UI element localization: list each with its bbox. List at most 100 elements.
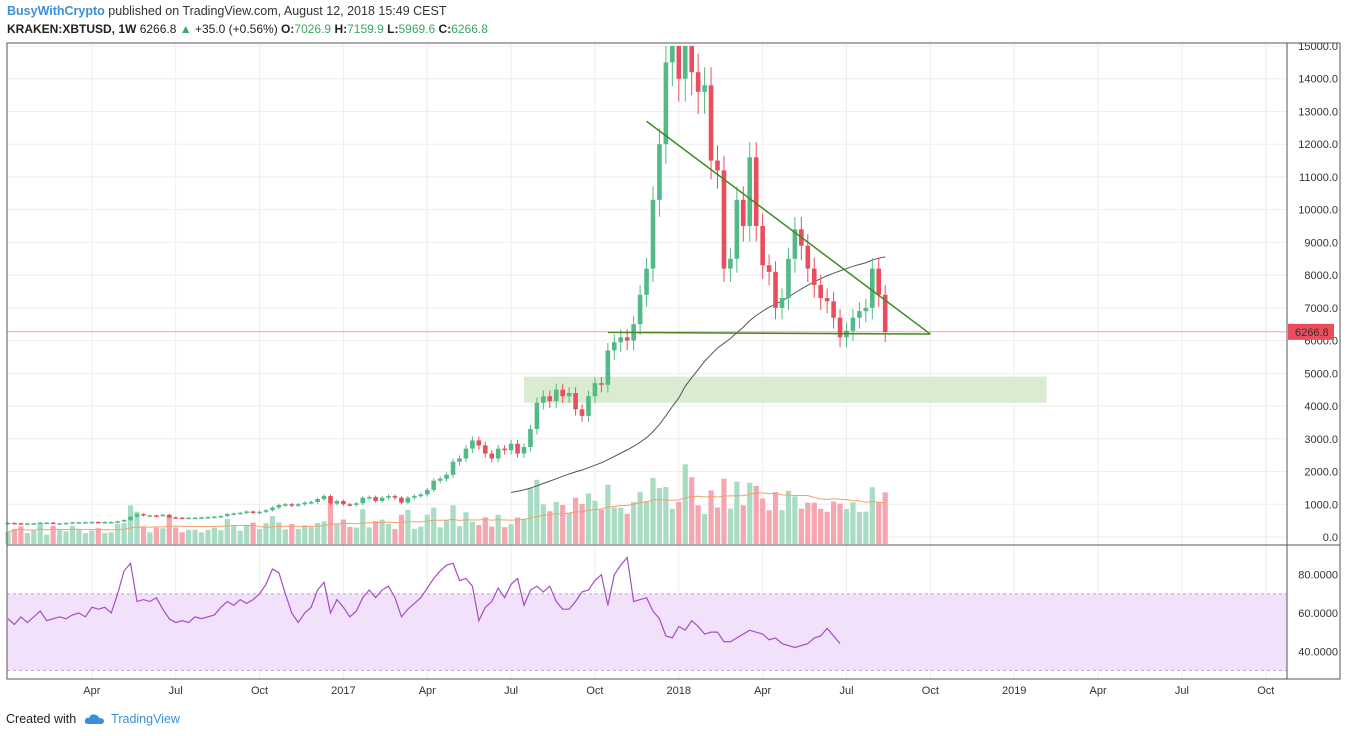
open-label: O: (281, 22, 295, 36)
volume-bar (534, 479, 540, 544)
volume-bar (702, 514, 708, 544)
high-label: H: (334, 22, 348, 36)
volume-moving-average (7, 492, 886, 533)
time-tick-label: Oct (1257, 685, 1274, 697)
candle-body (457, 458, 462, 462)
candle-body (502, 448, 507, 451)
volume-bar (218, 530, 224, 544)
low-label: L: (387, 22, 399, 36)
volume-bar (663, 487, 669, 544)
candle-body (392, 496, 398, 498)
time-tick-label: Oct (586, 685, 603, 697)
candle-body (805, 245, 811, 269)
volume-bar (160, 528, 166, 544)
candle-body (12, 522, 17, 525)
volume-bar (44, 534, 50, 544)
time-tick-label: Jul (169, 685, 183, 697)
candle-body (695, 72, 701, 92)
last-price-tag-label: 6266.8 (1295, 327, 1329, 339)
volume-bar (276, 522, 282, 544)
horizontal-support-line (607, 331, 931, 335)
volume-bar (366, 527, 372, 544)
candle-body (212, 516, 217, 519)
candle-body (154, 515, 159, 517)
volume-bar (360, 509, 366, 544)
volume-bar (392, 529, 398, 544)
candlesticks (5, 46, 888, 525)
candle-body (547, 396, 553, 402)
volume-bar (153, 527, 159, 544)
candle-body (418, 494, 424, 497)
volume-bar (753, 485, 759, 544)
volume-bar (256, 529, 263, 544)
volume-bar (869, 487, 875, 544)
price-tick-label: 13000.0 (1298, 106, 1338, 118)
rsi-tick-label: 40.0000 (1298, 646, 1338, 658)
rsi-tick-label: 80.0000 (1298, 570, 1338, 582)
candle-body (450, 461, 456, 475)
candle-body (315, 499, 320, 502)
candle-body (405, 497, 411, 503)
publish-info: BusyWithCrypto published on TradingView.… (7, 4, 446, 18)
candle-body (283, 504, 288, 506)
time-tick-label: Apr (83, 685, 100, 697)
volume-bar (444, 520, 450, 544)
volume-bar (489, 526, 495, 544)
candle-body (444, 474, 449, 479)
volume-bar (495, 514, 501, 544)
candle-body (670, 46, 675, 63)
candle-body (250, 511, 256, 513)
candle-body (773, 271, 778, 308)
candle-body (199, 517, 204, 519)
volume-bar (186, 529, 192, 544)
volume-bar (811, 502, 817, 544)
tradingview-link[interactable]: TradingView (111, 712, 180, 726)
volume-bar (431, 507, 437, 544)
volume-bar (747, 482, 753, 544)
candle-body (818, 284, 823, 299)
volume-bar (598, 509, 604, 544)
author-link[interactable]: BusyWithCrypto (7, 4, 105, 18)
volume-bar (605, 484, 611, 544)
candle-body (553, 389, 559, 402)
candle-body (599, 383, 604, 385)
candle-body (766, 265, 772, 272)
candle-body (31, 523, 37, 525)
volume-bar (740, 505, 746, 544)
volume-bar (669, 508, 675, 544)
volume-bar (198, 532, 205, 544)
candle-body (489, 453, 495, 459)
candle-body (534, 402, 540, 429)
candle-body (702, 85, 707, 92)
candle-body (102, 521, 108, 524)
candle-body (612, 342, 617, 351)
volume-bar (192, 529, 198, 544)
candle-body (302, 502, 307, 505)
volume-bar (618, 507, 624, 544)
volume-bar (115, 523, 121, 544)
candle-body (831, 301, 836, 318)
candle-body (676, 46, 682, 79)
candle-body (476, 440, 482, 446)
candle-body (566, 392, 572, 397)
candle-body (225, 514, 230, 517)
volume-bar (24, 532, 30, 544)
candle-body (463, 448, 469, 459)
candle-body (328, 496, 333, 504)
volume-bar (18, 526, 24, 544)
time-tick-label: Apr (419, 685, 436, 697)
volume-bar (173, 527, 179, 544)
candle-body (373, 497, 378, 501)
volume-bar (315, 522, 321, 544)
volume-bar (876, 502, 882, 544)
volume-bar (37, 523, 43, 544)
candle-body (741, 199, 746, 227)
price-tick-label: 15000.0 (1298, 41, 1338, 53)
time-axis[interactable]: Apr Jul Oct 2017 Apr Jul Oct 2018 Apr Jul Oct 2019 A… (83, 685, 1274, 697)
volume-bar (134, 511, 140, 544)
price-axis[interactable]: 15000.0 14000.0 13000.0 12000.0 11000.0 10000… (1298, 41, 1338, 544)
candle-body (308, 501, 314, 504)
candle-body (734, 199, 740, 259)
candle-body (257, 511, 262, 514)
